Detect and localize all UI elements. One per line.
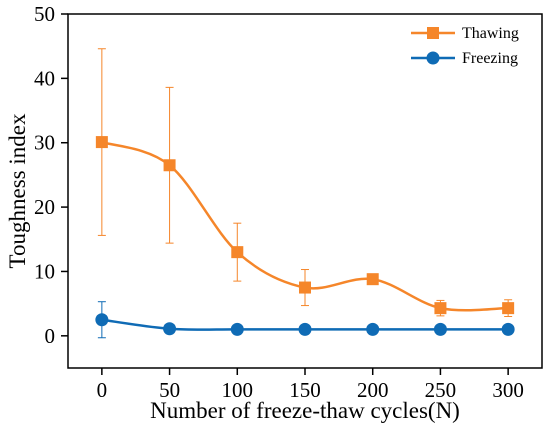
thawing-point — [163, 159, 176, 172]
thawing-point — [299, 281, 311, 294]
thawing-point — [366, 273, 379, 286]
thawing-point — [95, 136, 108, 149]
y-tick-label: 50 — [34, 2, 55, 26]
y-tick-label: 30 — [34, 131, 55, 155]
thawing-point — [231, 246, 244, 259]
legend-thawing-marker — [427, 27, 439, 39]
y-axis-title: Toughness index — [5, 113, 30, 268]
x-tick-label: 100 — [222, 378, 254, 402]
freezing-point — [95, 313, 109, 327]
x-tick-label: 50 — [159, 378, 180, 402]
y-tick-label: 10 — [34, 259, 55, 283]
freezing-point — [163, 322, 177, 336]
thawing-point — [502, 302, 515, 315]
legend-freezing-marker — [426, 51, 440, 65]
x-tick-label: 300 — [492, 378, 524, 402]
y-tick-label: 40 — [34, 66, 55, 90]
x-axis-title: Number of freeze-thaw cycles(N) — [150, 398, 460, 423]
error-bars — [97, 48, 513, 339]
x-axis-ticks: 0 50 100 150 200 250 300 — [97, 368, 524, 402]
thawing-point — [434, 302, 447, 315]
x-tick-label: 0 — [97, 378, 108, 402]
legend-thawing-label: Thawing — [462, 25, 519, 42]
plot-frame — [67, 13, 543, 369]
x-tick-label: 200 — [357, 378, 389, 402]
x-tick-label: 250 — [425, 378, 457, 402]
x-tick-label: 150 — [289, 378, 321, 402]
y-tick-label: 0 — [45, 324, 56, 348]
freezing-point — [433, 322, 447, 336]
freezing-point — [366, 322, 380, 336]
legend-freezing-label: Freezing — [462, 50, 518, 67]
freezing-point — [501, 322, 515, 336]
series-markers — [95, 136, 515, 336]
freezing-point — [230, 322, 244, 336]
legend: Thawing Freezing — [411, 25, 519, 67]
freezing-point — [298, 322, 312, 336]
y-axis-ticks: 0 10 20 30 40 50 — [34, 2, 68, 348]
y-tick-label: 20 — [34, 195, 55, 219]
